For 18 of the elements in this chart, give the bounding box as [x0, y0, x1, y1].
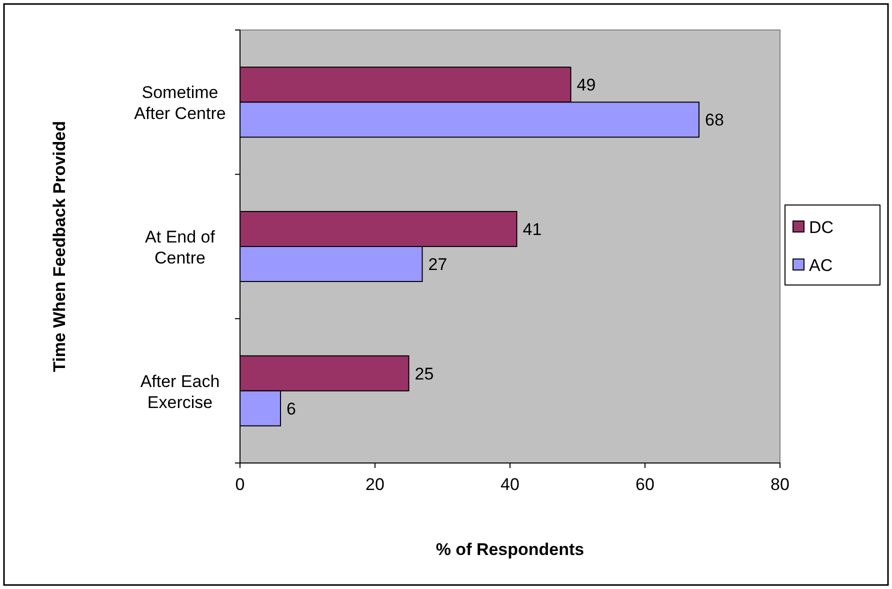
data-label: 27	[428, 255, 448, 274]
x-axis-title: % of Respondents	[436, 540, 584, 559]
data-label: 68	[705, 110, 724, 130]
x-tick-label: 80	[770, 475, 790, 494]
data-label: 41	[522, 220, 542, 239]
y-tick-label: After Each Exercise	[140, 372, 220, 412]
y-tick-label: At End of Centre	[145, 228, 216, 268]
data-label: 6	[286, 399, 296, 418]
legend-label: DC	[809, 218, 834, 237]
x-tick-label: 20	[366, 475, 384, 494]
x-tick-label: 0	[235, 475, 245, 494]
legend-label: AC	[809, 256, 833, 275]
x-tick-label: 40	[500, 475, 520, 494]
y-axis-title: Time When Feedback Provided	[50, 121, 69, 372]
data-label: 49	[576, 76, 596, 95]
y-tick-label: Sometime After Centre	[134, 83, 226, 124]
data-label: 25	[414, 364, 434, 384]
x-tick-label: 60	[636, 475, 654, 494]
